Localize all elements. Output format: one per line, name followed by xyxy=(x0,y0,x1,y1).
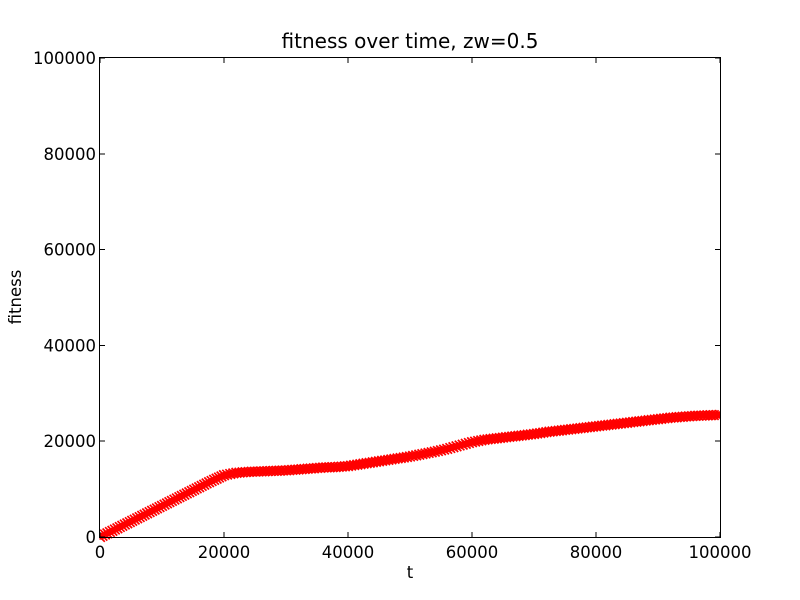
x-tick-label: 80000 xyxy=(570,543,623,562)
y-tick-label: 80000 xyxy=(44,145,97,164)
chart-title: fitness over time, zw=0.5 xyxy=(281,29,539,53)
x-tick-label: 40000 xyxy=(322,543,375,562)
y-axis-label: fitness xyxy=(5,269,25,325)
x-tick-label: 0 xyxy=(95,543,106,562)
x-tick-label: 100000 xyxy=(689,543,752,562)
fitness-line xyxy=(99,411,721,540)
x-tick-label: 20000 xyxy=(198,543,251,562)
data-series-fitness xyxy=(99,409,721,543)
axis-ticks xyxy=(99,57,721,538)
y-tick-label: 60000 xyxy=(44,241,97,260)
plot-frame xyxy=(99,57,721,538)
y-tick-label: 100000 xyxy=(33,49,96,68)
y-tick-label: 0 xyxy=(86,528,97,547)
x-axis-label: t xyxy=(406,563,414,582)
y-tick-label: 20000 xyxy=(44,432,97,451)
fitness-x-markers xyxy=(99,409,721,543)
x-tick-labels: 0 20000 40000 60000 80000 100000 xyxy=(95,543,752,562)
x-tick-label: 60000 xyxy=(446,543,499,562)
y-tick-labels: 0 20000 40000 60000 80000 100000 xyxy=(33,49,96,547)
y-tick-label: 40000 xyxy=(44,336,97,355)
